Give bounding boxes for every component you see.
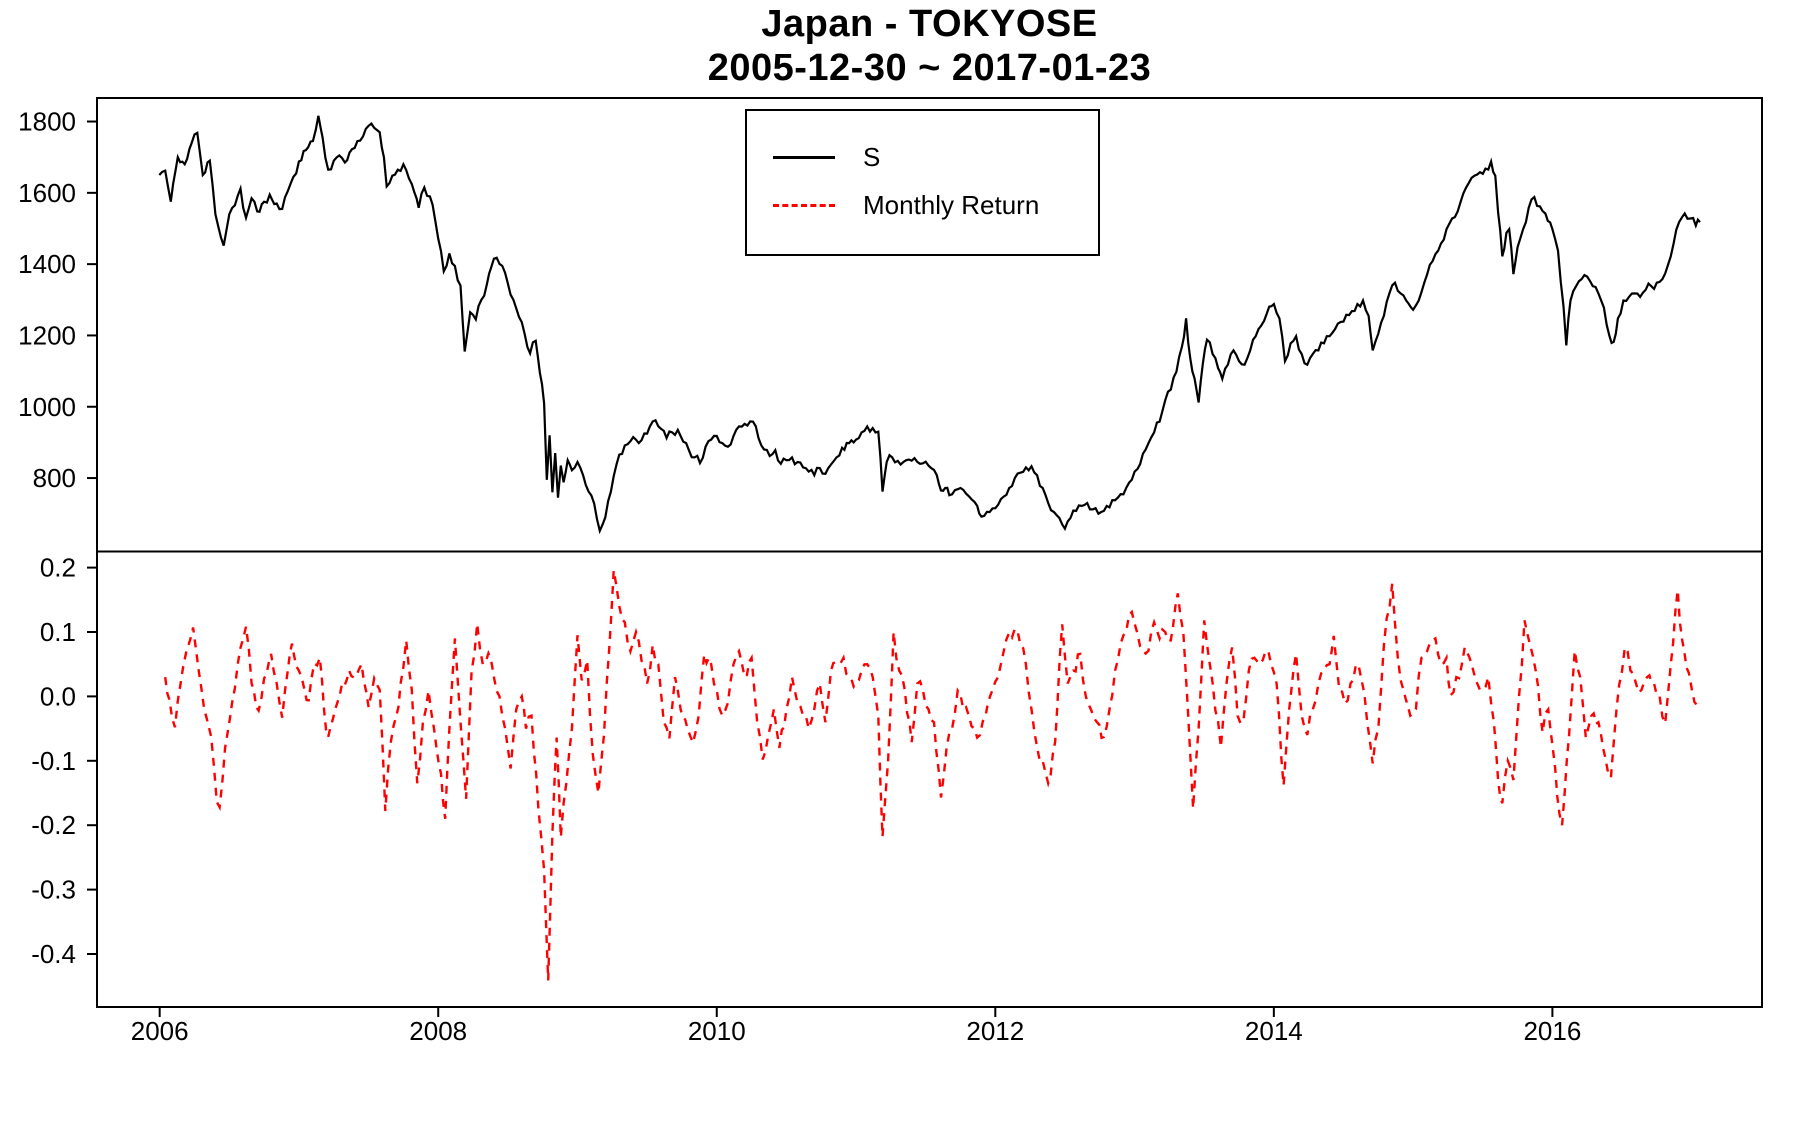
y-axis-tick-label: -0.4 (31, 939, 76, 969)
y-axis-tick-label: 0.1 (40, 617, 76, 647)
monthly-return-line-sample (773, 203, 835, 207)
y-axis-tick-label: 1800 (18, 107, 76, 137)
x-axis-tick-label: 2010 (688, 1016, 746, 1046)
y-axis-tick-label: -0.2 (31, 810, 76, 840)
y-axis-tick-label: 1600 (18, 178, 76, 208)
y-axis-tick-label: 1400 (18, 249, 76, 279)
y-axis-tick-label: 0.0 (40, 681, 76, 711)
legend-item-s: S (747, 133, 1098, 181)
x-axis-tick-label: 2014 (1245, 1016, 1303, 1046)
y-axis-tick-label: 1200 (18, 320, 76, 350)
monthly-return-line (164, 569, 1701, 981)
x-axis-tick-label: 2006 (131, 1016, 189, 1046)
legend-label-s: S (863, 141, 881, 172)
y-axis-tick-label: -0.3 (31, 875, 76, 905)
legend-label-monthly-return: Monthly Return (863, 189, 1040, 220)
chart-title-line1: Japan - TOKYOSE (761, 3, 1098, 45)
y-axis-tick-label: -0.1 (31, 746, 76, 776)
legend: S Monthly Return (745, 109, 1100, 256)
y-axis-tick-label: 1000 (18, 392, 76, 422)
y-axis-tick-label: 800 (33, 463, 76, 493)
bottom-panel-frame (96, 550, 1763, 1008)
chart-title-line2: 2005-12-30 ~ 2017-01-23 (707, 47, 1152, 89)
x-axis-tick-label: 2016 (1523, 1016, 1581, 1046)
s-line-sample (773, 155, 835, 159)
s-series-line (158, 115, 1701, 535)
legend-item-monthly-return: Monthly Return (747, 181, 1098, 229)
x-axis-tick-label: 2008 (409, 1016, 467, 1046)
x-axis-tick-label: 2012 (966, 1016, 1024, 1046)
chart-title: Japan - TOKYOSE 2005-12-30 ~ 2017-01-23 (97, 2, 1762, 90)
y-axis-tick-label: 0.2 (40, 553, 76, 583)
